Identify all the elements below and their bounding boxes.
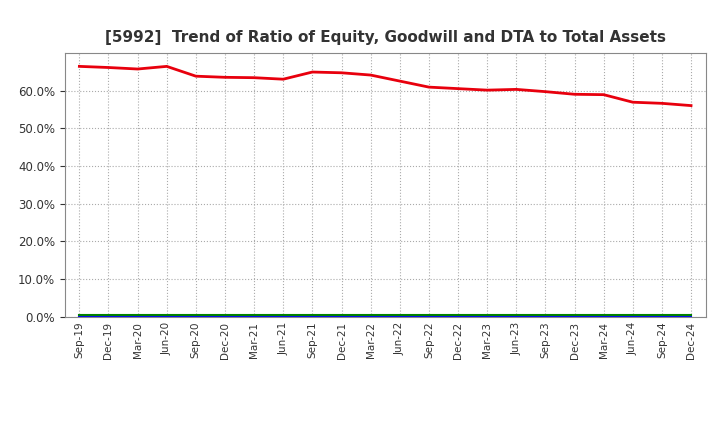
Deferred Tax Assets — [308, 312, 317, 318]
Deferred Tax Assets — [75, 312, 84, 318]
Goodwill — [220, 314, 229, 319]
Equity — [192, 73, 200, 79]
Equity — [163, 64, 171, 69]
Goodwill — [279, 314, 287, 319]
Deferred Tax Assets — [483, 312, 492, 318]
Goodwill — [133, 314, 142, 319]
Equity — [512, 87, 521, 92]
Deferred Tax Assets — [541, 312, 550, 318]
Deferred Tax Assets — [570, 312, 579, 318]
Goodwill — [395, 314, 404, 319]
Deferred Tax Assets — [657, 312, 666, 318]
Equity — [657, 101, 666, 106]
Equity — [366, 73, 375, 78]
Line: Equity: Equity — [79, 66, 691, 106]
Deferred Tax Assets — [425, 312, 433, 318]
Equity — [250, 75, 258, 81]
Equity — [629, 99, 637, 105]
Goodwill — [337, 314, 346, 319]
Deferred Tax Assets — [395, 312, 404, 318]
Equity — [308, 70, 317, 75]
Equity — [570, 92, 579, 97]
Deferred Tax Assets — [279, 312, 287, 318]
Goodwill — [512, 314, 521, 319]
Deferred Tax Assets — [629, 312, 637, 318]
Equity — [104, 65, 113, 70]
Goodwill — [599, 314, 608, 319]
Equity — [337, 70, 346, 75]
Goodwill — [629, 314, 637, 319]
Goodwill — [250, 314, 258, 319]
Goodwill — [163, 314, 171, 319]
Deferred Tax Assets — [687, 312, 696, 318]
Goodwill — [308, 314, 317, 319]
Goodwill — [75, 314, 84, 319]
Equity — [133, 66, 142, 72]
Equity — [483, 88, 492, 93]
Equity — [687, 103, 696, 108]
Goodwill — [483, 314, 492, 319]
Deferred Tax Assets — [163, 312, 171, 318]
Goodwill — [104, 314, 113, 319]
Goodwill — [570, 314, 579, 319]
Deferred Tax Assets — [366, 312, 375, 318]
Goodwill — [192, 314, 200, 319]
Equity — [395, 78, 404, 84]
Equity — [425, 84, 433, 90]
Equity — [454, 86, 462, 91]
Deferred Tax Assets — [599, 312, 608, 318]
Equity — [75, 64, 84, 69]
Deferred Tax Assets — [104, 312, 113, 318]
Equity — [541, 89, 550, 94]
Deferred Tax Assets — [454, 312, 462, 318]
Goodwill — [454, 314, 462, 319]
Title: [5992]  Trend of Ratio of Equity, Goodwill and DTA to Total Assets: [5992] Trend of Ratio of Equity, Goodwil… — [104, 29, 666, 45]
Goodwill — [366, 314, 375, 319]
Deferred Tax Assets — [133, 312, 142, 318]
Goodwill — [425, 314, 433, 319]
Equity — [279, 77, 287, 82]
Equity — [599, 92, 608, 97]
Deferred Tax Assets — [220, 312, 229, 318]
Deferred Tax Assets — [250, 312, 258, 318]
Deferred Tax Assets — [512, 312, 521, 318]
Goodwill — [657, 314, 666, 319]
Goodwill — [687, 314, 696, 319]
Deferred Tax Assets — [192, 312, 200, 318]
Equity — [220, 75, 229, 80]
Deferred Tax Assets — [337, 312, 346, 318]
Goodwill — [541, 314, 550, 319]
